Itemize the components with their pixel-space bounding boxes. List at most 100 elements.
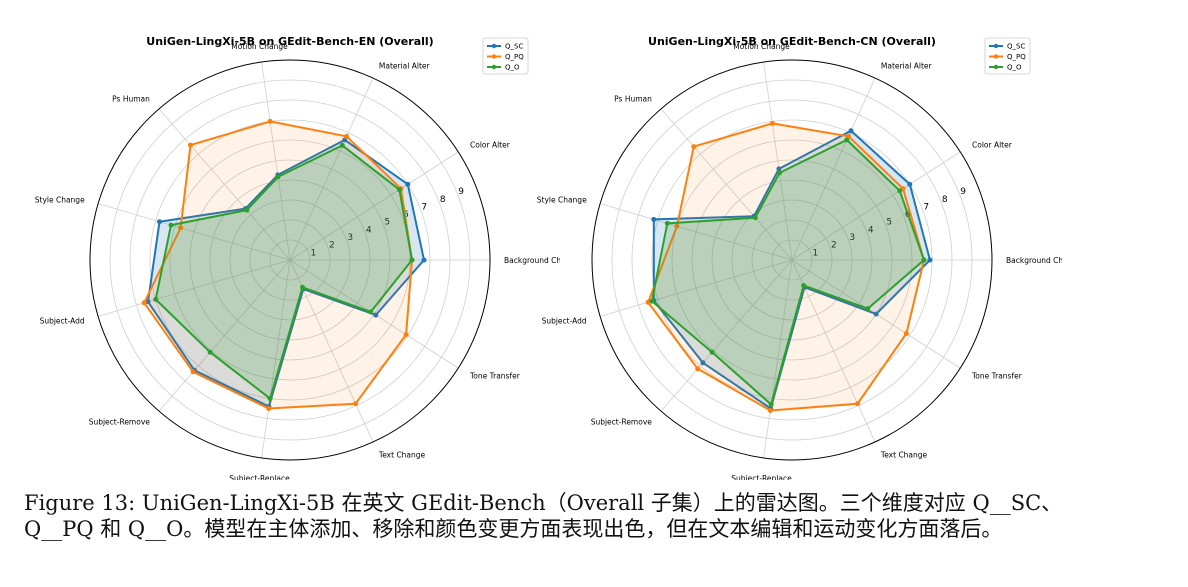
- category-label-subject-remove: Subject-Remove: [89, 418, 151, 427]
- radial-tick-label: 4: [868, 225, 874, 235]
- point-q-pq-subject-remove: [190, 369, 196, 375]
- point-q-pq-tone-transfer: [403, 332, 409, 338]
- point-q-o-color-alter: [897, 188, 903, 194]
- category-label-ps-human: Ps Human: [112, 94, 150, 103]
- point-q-o-ps-human: [752, 215, 758, 221]
- point-q-sc-motion-change: [776, 166, 782, 172]
- point-q-pq-subject-add: [141, 300, 147, 306]
- grid-spoke: [158, 259, 291, 412]
- point-q-o-motion-change: [777, 170, 782, 176]
- point-q-o-subject-replace: [267, 396, 273, 402]
- legend-marker-q-pq: [491, 54, 497, 59]
- category-label-background-change: Background Change: [504, 256, 560, 265]
- point-q-o-background-change: [921, 257, 927, 263]
- grid-spoke: [261, 259, 291, 459]
- legend-marker-q-sc: [491, 43, 497, 49]
- category-label-subject-replace: Subject-Replace: [731, 474, 792, 480]
- radial-tick-label: 4: [366, 225, 372, 235]
- point-q-pq-subject-replace: [266, 406, 272, 411]
- point-q-sc-tone-transfer: [373, 312, 379, 318]
- category-label-background-change: Background Change: [1006, 256, 1062, 265]
- point-q-sc-color-alter: [907, 181, 913, 187]
- legend-label-q-sc: Q_SC: [505, 43, 523, 51]
- grid-spoke: [261, 61, 291, 261]
- radial-tick-label: 9: [458, 187, 464, 197]
- radar-chart-en: UniGen-LingXi-5B on GEdit-Bench-EN (Over…: [35, 35, 560, 480]
- grid-spoke: [289, 77, 374, 261]
- series-q-pq-line: [647, 122, 925, 412]
- point-q-sc-style-change: [651, 216, 657, 222]
- grid-spoke: [97, 203, 291, 261]
- radial-tick-label: 3: [347, 233, 353, 243]
- radial-tick-label: 1: [812, 248, 818, 258]
- category-label-motion-change: Motion Change: [733, 42, 790, 51]
- radial-tick-label: 2: [831, 241, 837, 251]
- radial-tick-label: 8: [942, 195, 948, 205]
- category-label-style-change: Style Change: [537, 196, 587, 205]
- radial-tick-label: 3: [849, 233, 855, 243]
- series-q-sc-line: [652, 129, 931, 410]
- radial-tick-label: 5: [886, 218, 892, 228]
- grid-spoke: [289, 151, 459, 261]
- category-label-subject-add: Subject-Add: [40, 316, 85, 325]
- point-q-o-tone-transfer: [865, 306, 871, 312]
- category-label-tone-transfer: Tone Transfer: [971, 372, 1023, 381]
- category-label-subject-replace: Subject-Replace: [229, 474, 290, 480]
- point-q-o-material-alter: [339, 142, 345, 148]
- point-q-pq-ps-human: [188, 142, 193, 148]
- legend-marker-q-o: [491, 64, 497, 70]
- point-q-o-motion-change: [275, 174, 281, 180]
- point-q-sc-material-alter: [848, 128, 854, 134]
- category-label-color-alter: Color Alter: [972, 140, 1013, 149]
- grid-spoke: [763, 61, 793, 261]
- legend-label-q-pq: Q_PQ: [505, 53, 524, 61]
- point-q-o-style-change: [168, 222, 174, 228]
- chart-title: UniGen-LingXi-5B on GEdit-Bench-EN (Over…: [146, 35, 433, 48]
- legend-label-q-pq: Q_PQ: [1007, 53, 1026, 61]
- radial-tick-label: 7: [923, 202, 929, 212]
- grid-spoke: [791, 77, 876, 261]
- grid-spoke: [660, 259, 793, 412]
- point-q-sc-background-change: [927, 257, 933, 263]
- grid-spoke: [763, 259, 793, 459]
- point-q-sc-tone-transfer: [873, 311, 879, 317]
- point-q-pq-style-change: [674, 223, 680, 229]
- grid-spoke: [599, 203, 793, 261]
- point-q-pq-text-change: [353, 401, 359, 407]
- grid-spoke: [791, 151, 961, 261]
- legend-marker-q-sc: [993, 43, 999, 49]
- series-q-o-line: [650, 138, 925, 406]
- grid-spoke: [660, 108, 793, 261]
- point-q-sc-background-change: [421, 257, 427, 263]
- figure-caption: Figure 13: UniGen-LingXi-5B 在英文 GEdit-Be…: [24, 491, 1063, 541]
- point-q-o-text-change: [300, 284, 305, 290]
- point-q-o-text-change: [801, 283, 807, 288]
- point-q-sc-subject-remove: [700, 360, 706, 366]
- point-q-o-material-alter: [844, 137, 850, 143]
- outer-ring: [591, 59, 993, 461]
- legend-label-q-o: Q_O: [505, 64, 520, 72]
- point-q-pq-ps-human: [691, 144, 697, 150]
- point-q-pq-material-alter: [344, 133, 349, 139]
- point-q-o-subject-remove: [709, 349, 715, 355]
- point-q-pq-text-change: [855, 401, 861, 407]
- point-q-pq-tone-transfer: [903, 331, 909, 336]
- point-q-pq-style-change: [178, 225, 184, 231]
- category-label-material-alter: Material Alter: [881, 61, 933, 70]
- legend-marker-q-o: [993, 64, 999, 70]
- category-label-subject-add: Subject-Add: [542, 316, 587, 325]
- series-q-sc-line: [147, 138, 425, 408]
- legend-label-q-sc: Q_SC: [1007, 43, 1025, 51]
- category-label-material-alter: Material Alter: [379, 61, 431, 70]
- category-label-text-change: Text Change: [880, 451, 928, 460]
- category-label-style-change: Style Change: [35, 196, 85, 205]
- point-q-o-subject-add: [649, 298, 655, 304]
- outer-ring: [89, 59, 491, 461]
- category-label-ps-human: Ps Human: [614, 94, 652, 103]
- point-q-sc-style-change: [157, 219, 162, 225]
- point-q-pq-motion-change: [769, 120, 775, 126]
- category-label-color-alter: Color Alter: [470, 140, 511, 149]
- legend-marker-q-pq: [993, 54, 999, 59]
- chart-title: UniGen-LingXi-5B on GEdit-Bench-CN (Over…: [648, 35, 936, 48]
- point-q-pq-subject-replace: [767, 408, 773, 413]
